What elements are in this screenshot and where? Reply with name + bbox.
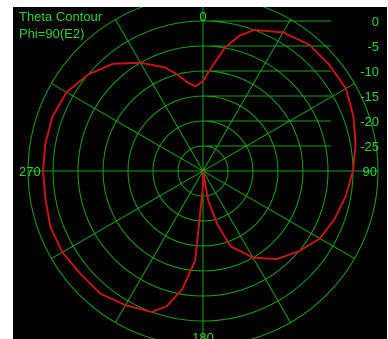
radial-tick-label: -20 <box>360 114 379 129</box>
grid-spoke <box>115 19 204 172</box>
grid-spoke <box>202 170 355 259</box>
grid-spoke <box>202 19 291 172</box>
radial-tick-label: -25 <box>360 139 379 154</box>
angle-tick-label: 270 <box>19 164 41 179</box>
angle-tick-label: 90 <box>363 164 377 179</box>
radial-tick-label: -5 <box>367 39 379 54</box>
grid-spoke <box>115 170 204 323</box>
angle-tick-label: 180 <box>192 330 214 339</box>
radial-tick-label: -15 <box>360 89 379 104</box>
grid-spoke <box>202 170 291 323</box>
radial-tick-label: 0 <box>372 14 379 29</box>
grid-spoke <box>51 83 204 172</box>
grid-spoke <box>202 83 355 172</box>
grid-spoke <box>51 170 204 259</box>
series-trace <box>41 28 357 314</box>
angle-tick-label: 0 <box>199 9 206 24</box>
chart-subtitle: Phi=90(E2) <box>19 26 84 41</box>
radial-tick-label: -10 <box>360 64 379 79</box>
chart-title: Theta Contour <box>19 9 103 24</box>
